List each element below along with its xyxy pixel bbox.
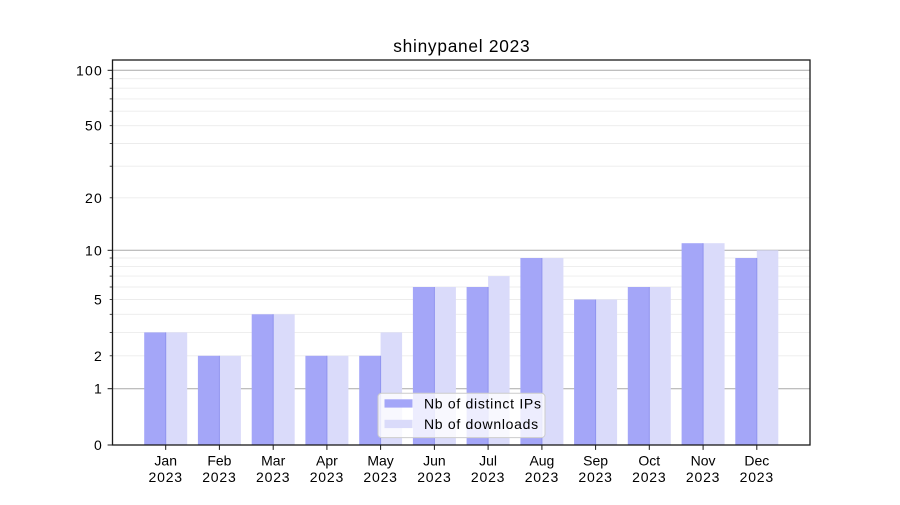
svg-text:1: 1 bbox=[94, 381, 103, 397]
svg-text:Dec: Dec bbox=[744, 453, 769, 469]
svg-text:2023: 2023 bbox=[471, 469, 505, 485]
svg-text:2023: 2023 bbox=[149, 469, 183, 485]
svg-text:2023: 2023 bbox=[202, 469, 236, 485]
svg-text:2023: 2023 bbox=[256, 469, 290, 485]
svg-text:2023: 2023 bbox=[417, 469, 451, 485]
svg-text:10: 10 bbox=[85, 242, 103, 258]
svg-text:2023: 2023 bbox=[740, 469, 774, 485]
svg-text:2023: 2023 bbox=[525, 469, 559, 485]
svg-text:100: 100 bbox=[76, 62, 103, 78]
svg-text:5: 5 bbox=[94, 292, 103, 308]
svg-text:Oct: Oct bbox=[638, 453, 660, 469]
svg-text:Aug: Aug bbox=[529, 453, 554, 469]
svg-text:2023: 2023 bbox=[632, 469, 666, 485]
svg-text:50: 50 bbox=[85, 118, 103, 134]
svg-text:Mar: Mar bbox=[261, 453, 285, 469]
svg-text:2023: 2023 bbox=[310, 469, 344, 485]
svg-text:Jun: Jun bbox=[423, 453, 446, 469]
svg-text:2023: 2023 bbox=[363, 469, 397, 485]
svg-text:Sep: Sep bbox=[583, 453, 608, 469]
svg-text:2023: 2023 bbox=[578, 469, 612, 485]
svg-text:Nb of downloads: Nb of downloads bbox=[424, 416, 539, 432]
svg-text:Apr: Apr bbox=[316, 453, 338, 469]
svg-text:Jan: Jan bbox=[154, 453, 177, 469]
svg-text:Feb: Feb bbox=[207, 453, 231, 469]
svg-text:20: 20 bbox=[85, 190, 103, 206]
svg-text:2023: 2023 bbox=[686, 469, 720, 485]
svg-text:May: May bbox=[367, 453, 393, 469]
svg-text:Nov: Nov bbox=[691, 453, 716, 469]
svg-text:2: 2 bbox=[94, 348, 103, 364]
svg-text:0: 0 bbox=[94, 437, 103, 453]
svg-text:shinypanel 2023: shinypanel 2023 bbox=[393, 36, 530, 56]
svg-text:Jul: Jul bbox=[479, 453, 497, 469]
svg-text:Nb of distinct IPs: Nb of distinct IPs bbox=[424, 395, 542, 411]
